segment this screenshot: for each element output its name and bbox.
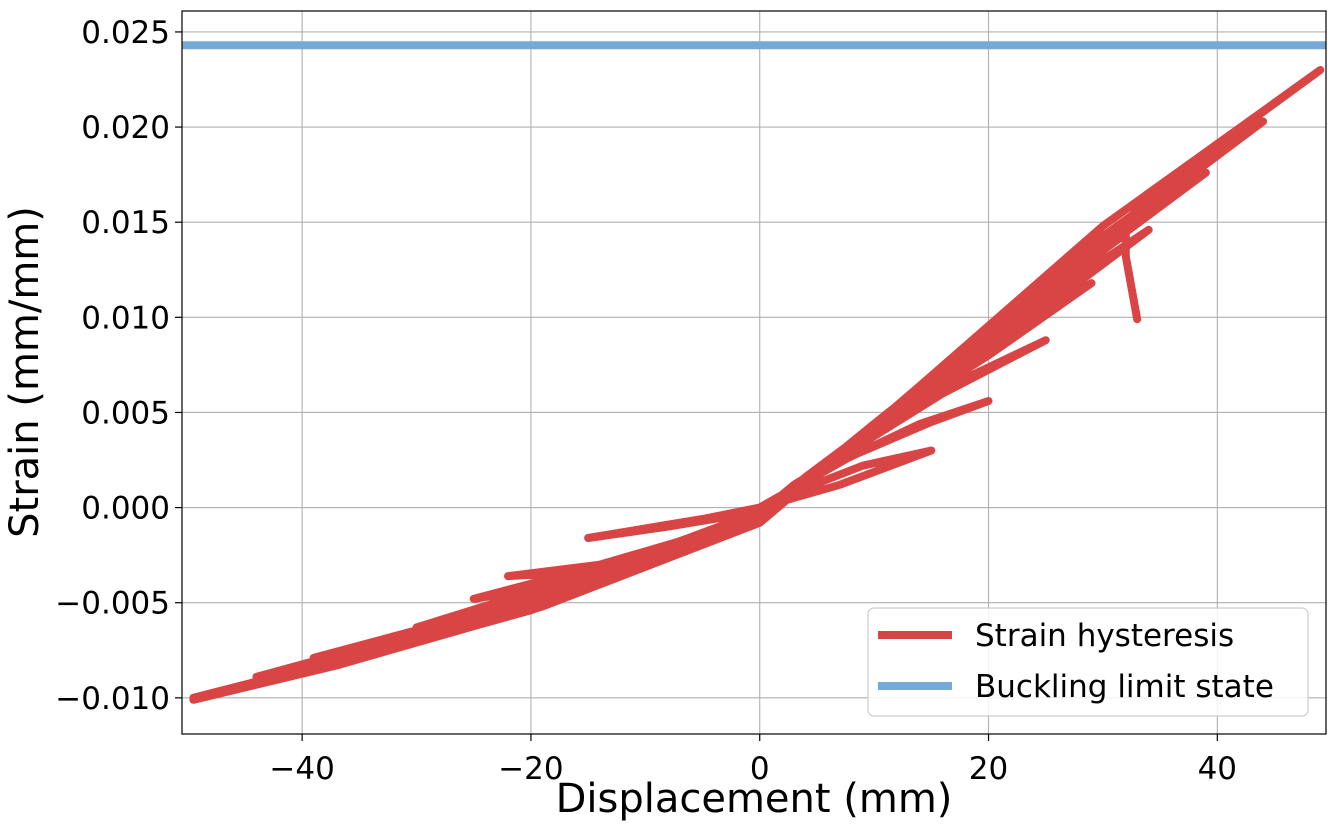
y-tick-label: 0.015	[81, 205, 170, 241]
y-tick-label: 0.010	[81, 300, 170, 336]
y-tick-label: 0.005	[81, 395, 170, 431]
legend-label-strain-hysteresis: Strain hysteresis	[975, 618, 1234, 654]
y-tick-label: 0.020	[81, 110, 170, 146]
legend-box	[867, 607, 1309, 717]
y-tick-label: 0.025	[81, 15, 170, 51]
y-tick-label: −0.010	[55, 681, 170, 717]
plot-area	[182, 41, 1326, 704]
axes-frame	[181, 10, 1327, 735]
y-tick-label: −0.005	[55, 586, 170, 622]
x-tick-label: 0	[750, 751, 770, 787]
legend: Strain hysteresis Buckling limit state	[867, 607, 1309, 717]
y-tick-label: 0.000	[81, 491, 170, 527]
x-tick-label: −20	[498, 751, 563, 787]
x-axis-ticks: −40 −20 0 20 40	[269, 734, 1237, 787]
x-axis-label: Displacement (mm)	[556, 776, 953, 822]
legend-label-buckling-limit-state: Buckling limit state	[975, 669, 1274, 705]
series-strain-hysteresis	[189, 66, 1325, 704]
x-tick-label: −40	[269, 751, 334, 787]
x-tick-label: 40	[1198, 751, 1237, 787]
y-axis-label: Strain (mm/mm)	[2, 206, 48, 538]
y-axis-ticks: −0.010 −0.005 0.000 0.005 0.010 0.015 0.020 0.0…	[55, 15, 182, 717]
x-tick-label: 20	[969, 751, 1008, 787]
